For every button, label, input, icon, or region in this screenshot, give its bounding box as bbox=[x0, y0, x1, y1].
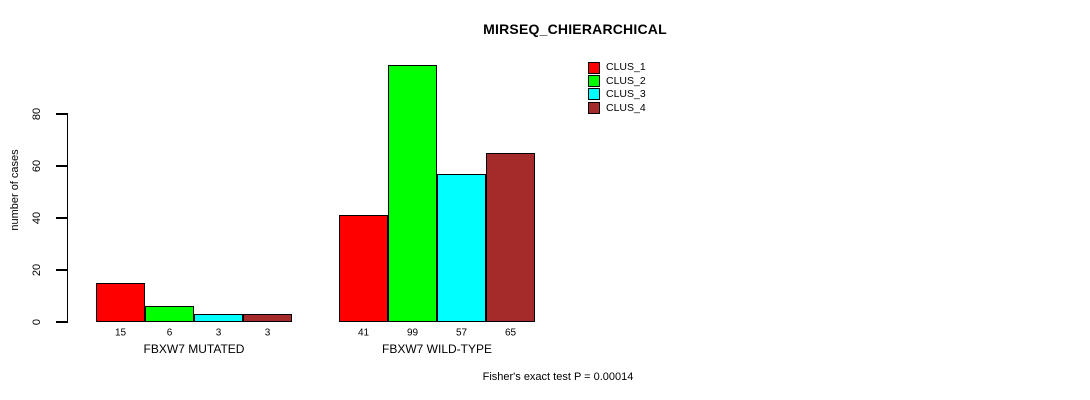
stat-annotation: Fisher's exact test P = 0.00014 bbox=[482, 371, 634, 383]
legend-item-label: CLUS_1 bbox=[606, 61, 646, 74]
y-tick-label: 80 bbox=[31, 107, 43, 121]
legend-item: CLUS_1 bbox=[588, 61, 646, 74]
y-tick-label: 40 bbox=[31, 211, 43, 225]
legend-item: CLUS_4 bbox=[588, 101, 646, 114]
y-axis-label: number of cases bbox=[9, 149, 21, 231]
y-tick bbox=[56, 113, 68, 115]
category-label: FBXW7 MUTATED bbox=[143, 342, 245, 356]
legend: CLUS_1 CLUS_2 CLUS_3 CLUS_4 bbox=[588, 61, 646, 115]
legend-item-label: CLUS_2 bbox=[606, 74, 646, 87]
y-tick bbox=[56, 321, 68, 323]
legend-item-label: CLUS_4 bbox=[606, 101, 646, 114]
legend-color-swatch bbox=[588, 101, 600, 114]
legend-color-swatch bbox=[588, 75, 600, 88]
bar-value-label: 57 bbox=[455, 327, 468, 339]
bar-value-label: 6 bbox=[166, 327, 173, 339]
y-tick bbox=[56, 217, 68, 219]
y-tick bbox=[56, 269, 68, 271]
y-tick-label: 20 bbox=[31, 263, 43, 277]
legend-color-swatch bbox=[588, 88, 600, 101]
legend-item: CLUS_3 bbox=[588, 88, 646, 101]
legend-item: CLUS_2 bbox=[588, 74, 646, 88]
legend-item-label: CLUS_3 bbox=[606, 88, 646, 101]
bar-clus-2-fbxw7-mutated bbox=[145, 306, 194, 322]
bar-clus-2-fbxw7-wild-type bbox=[388, 64, 437, 322]
bar-value-label: 65 bbox=[504, 327, 517, 339]
bar-clus-1-fbxw7-mutated bbox=[96, 283, 145, 322]
bar-value-label: 41 bbox=[357, 327, 370, 339]
bar-clus-1-fbxw7-wild-type bbox=[339, 215, 388, 322]
category-label: FBXW7 WILD-TYPE bbox=[381, 342, 493, 356]
y-tick bbox=[56, 165, 68, 167]
bar-clus-3-fbxw7-mutated bbox=[194, 314, 243, 322]
bar-clus-4-fbxw7-wild-type bbox=[486, 153, 535, 322]
bar-value-label: 3 bbox=[264, 327, 271, 339]
chart-title: MIRSEQ_CHIERARCHICAL bbox=[483, 21, 667, 37]
bar-value-label: 99 bbox=[406, 327, 419, 339]
bar-clus-4-fbxw7-mutated bbox=[243, 314, 292, 322]
bar-clus-3-fbxw7-wild-type bbox=[437, 173, 486, 322]
bar-value-label: 15 bbox=[114, 327, 127, 339]
bar-value-label: 3 bbox=[215, 327, 222, 339]
y-tick-label: 0 bbox=[31, 318, 43, 326]
legend-color-swatch bbox=[588, 61, 600, 74]
y-tick-label: 60 bbox=[31, 159, 43, 173]
